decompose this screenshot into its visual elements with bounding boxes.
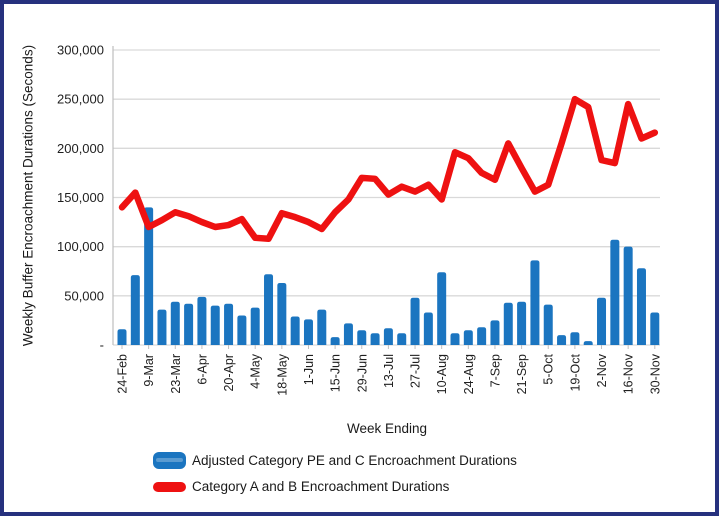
bar	[490, 320, 500, 345]
bar	[224, 303, 234, 345]
bar	[437, 272, 447, 345]
combo-chart-plot: 300,000 250,000 200,000 150,000 100,000 50,00…	[57, 43, 662, 396]
x-tick-label: 23-Mar	[169, 354, 183, 394]
bar-series-label: Adjusted Category PE and C Encroachment …	[192, 453, 517, 468]
bar	[357, 330, 367, 345]
bar	[170, 301, 180, 345]
bar	[410, 297, 420, 345]
y-tick-label: 50,000	[64, 288, 104, 303]
x-tick-label: 20-Apr	[222, 354, 236, 392]
legend-item-bars: Adjusted Category PE and C Encroachment …	[153, 452, 517, 469]
x-tick-label: 21-Sep	[515, 354, 529, 394]
bar	[277, 283, 287, 345]
y-tick-label: 200,000	[57, 141, 104, 156]
bar	[130, 275, 140, 345]
x-tick-label: 24-Aug	[462, 354, 476, 394]
x-tick-label: 15-Jun	[329, 354, 343, 392]
bar	[184, 303, 194, 345]
bar	[570, 332, 580, 345]
x-tick-label: 1-Jun	[302, 354, 316, 385]
bar	[503, 302, 513, 345]
x-tick-label: 24-Feb	[116, 354, 130, 394]
bar	[210, 305, 220, 345]
y-tick-label: 250,000	[57, 92, 104, 107]
x-tick-label: 18-May	[275, 353, 289, 395]
bar	[423, 312, 433, 345]
bar	[157, 309, 167, 345]
bar	[303, 319, 313, 345]
bar	[330, 337, 340, 345]
bar	[610, 239, 620, 345]
y-tick-label: 300,000	[57, 43, 104, 58]
y-axis-title: Weekly Buffer Encroachment Durations (Se…	[20, 44, 36, 347]
bar	[477, 327, 487, 345]
x-tick-label: 4-May	[249, 353, 263, 388]
bar	[383, 328, 393, 345]
x-tick-label: 6-Apr	[195, 354, 209, 385]
bar	[144, 207, 154, 345]
x-tick-label: 19-Oct	[568, 353, 582, 391]
x-tick-label: 30-Nov	[648, 353, 662, 394]
bar	[317, 309, 327, 345]
bar	[450, 333, 460, 345]
x-axis-title: Week Ending	[346, 421, 428, 436]
bar	[530, 260, 540, 345]
line-series	[118, 95, 659, 243]
x-tick-label: 13-Jul	[382, 354, 396, 388]
legend-item-line: Category A and B Encroachment Durations	[153, 479, 517, 494]
bar	[463, 330, 473, 345]
bar	[370, 333, 380, 345]
bar	[650, 312, 660, 345]
chart-legend: Adjusted Category PE and C Encroachment …	[153, 452, 517, 494]
bar	[623, 246, 633, 345]
bar	[543, 304, 553, 345]
x-tick-label: 5-Oct	[542, 353, 556, 384]
bar	[583, 341, 593, 345]
y-tick-label: -	[100, 338, 104, 353]
bar	[117, 329, 127, 345]
x-tick-label: 10-Aug	[435, 354, 449, 394]
x-tick-label: 16-Nov	[622, 353, 636, 394]
bar	[397, 333, 407, 345]
x-tick-label: 27-Jul	[409, 354, 423, 388]
bar	[237, 315, 247, 345]
x-tick-label: 7-Sep	[488, 354, 502, 387]
x-tick-label: 2-Nov	[595, 353, 609, 387]
bar	[597, 297, 607, 345]
bar	[264, 274, 274, 345]
bar	[517, 301, 527, 345]
bar	[343, 323, 353, 345]
line-series-label: Category A and B Encroachment Durations	[192, 479, 450, 494]
bar	[250, 307, 260, 345]
line-series-swatch	[153, 481, 186, 492]
bar-series-swatch	[153, 452, 186, 469]
y-tick-label: 100,000	[57, 239, 104, 254]
bar	[290, 316, 300, 345]
y-tick-label: 150,000	[57, 190, 104, 205]
x-tick-label: 9-Mar	[142, 354, 156, 387]
bar	[197, 296, 207, 345]
bar	[557, 335, 567, 345]
x-tick-label: 29-Jun	[355, 354, 369, 392]
bar	[636, 268, 646, 345]
